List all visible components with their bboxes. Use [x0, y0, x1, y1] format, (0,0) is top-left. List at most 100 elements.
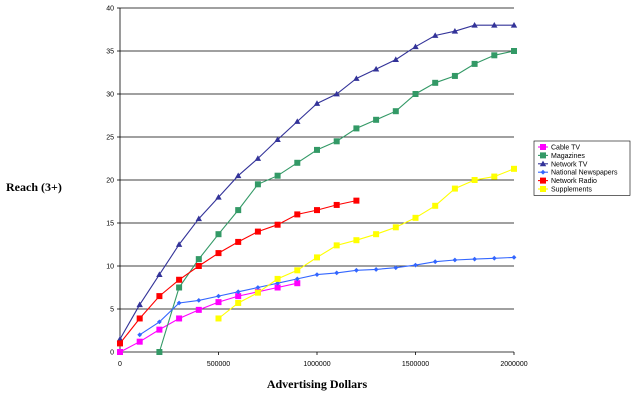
- legend-item: Cable TV: [538, 144, 580, 152]
- data-point: [472, 256, 477, 262]
- series-magazines: [156, 48, 517, 355]
- legend-box: [533, 140, 631, 196]
- data-point: [176, 276, 183, 283]
- data-point: [195, 256, 202, 263]
- data-point: [294, 211, 301, 218]
- data-point: [274, 221, 281, 228]
- data-point: [354, 267, 359, 273]
- data-point: [511, 48, 517, 54]
- tick-labels: 0 5 10 15 20 25 30 35 40 0 500000 1000000 1500000 200…: [106, 6, 528, 369]
- y-tick-label: 35: [106, 49, 114, 56]
- series-line: [218, 168, 515, 319]
- series-network-radio: [117, 197, 360, 347]
- y-tick-label: 30: [106, 92, 114, 99]
- data-point: [471, 22, 478, 28]
- data-point: [393, 265, 399, 271]
- data-point: [136, 301, 143, 308]
- data-point: [274, 284, 281, 291]
- legend-label: National Newspapers: [551, 170, 618, 177]
- data-point: [491, 255, 497, 261]
- data-point: [392, 56, 399, 62]
- data-point: [235, 207, 242, 214]
- data-point: [215, 231, 222, 238]
- data-point: [373, 267, 379, 272]
- series-line: [119, 200, 357, 344]
- series-network-tv: [116, 22, 518, 342]
- data-point: [176, 315, 183, 322]
- data-point: [156, 326, 163, 333]
- data-point: [372, 65, 380, 72]
- series-line: [139, 256, 515, 336]
- data-point: [353, 197, 360, 204]
- data-point: [117, 340, 123, 347]
- data-point: [216, 293, 221, 299]
- axes: [117, 7, 515, 355]
- data-point: [254, 155, 262, 161]
- data-point: [195, 263, 202, 269]
- data-point: [333, 201, 340, 208]
- legend-item: Magazines: [538, 152, 585, 160]
- data-point: [274, 172, 281, 179]
- data-point: [215, 250, 222, 257]
- series-national-newspapers: [137, 255, 517, 338]
- data-point: [432, 79, 439, 86]
- data-point: [491, 52, 498, 59]
- data-point: [540, 169, 546, 175]
- data-point: [196, 298, 202, 303]
- data-point: [451, 72, 458, 79]
- series-cable-tv: [117, 280, 301, 355]
- legend-label: Cable TV: [551, 145, 580, 152]
- y-tick-label: 0: [110, 350, 114, 357]
- data-point: [235, 289, 241, 295]
- data-point: [314, 254, 320, 261]
- data-point: [432, 202, 439, 209]
- data-point: [255, 285, 261, 290]
- data-point: [254, 289, 261, 296]
- data-point: [294, 159, 301, 166]
- legend-label: Supplements: [551, 187, 592, 194]
- data-point: [491, 22, 498, 28]
- data-point: [314, 146, 320, 153]
- data-point: [275, 280, 280, 286]
- data-point: [156, 349, 163, 355]
- data-point: [392, 108, 399, 115]
- x-tick-label: 500000: [207, 361, 230, 368]
- data-point: [353, 75, 360, 81]
- series-line: [119, 282, 298, 353]
- data-point: [294, 276, 300, 282]
- data-point: [412, 91, 419, 97]
- data-point: [451, 185, 458, 192]
- data-point: [235, 238, 242, 245]
- data-point: [195, 306, 202, 313]
- data-point: [334, 270, 340, 276]
- data-point: [432, 259, 438, 265]
- y-tick-label: 10: [106, 264, 114, 271]
- data-point: [313, 100, 321, 106]
- data-point: [294, 118, 301, 124]
- data-point: [117, 349, 123, 355]
- data-point: [510, 22, 518, 28]
- data-point: [511, 255, 517, 260]
- data-point: [511, 165, 517, 172]
- data-point: [156, 293, 163, 300]
- data-point: [540, 177, 546, 184]
- data-point: [137, 332, 143, 338]
- data-point: [392, 224, 399, 231]
- data-point: [294, 267, 301, 274]
- y-tick-label: 25: [106, 135, 114, 142]
- data-point: [175, 241, 183, 247]
- data-point: [176, 300, 182, 306]
- data-point: [539, 160, 547, 167]
- data-point: [195, 215, 202, 222]
- data-point: [491, 173, 498, 180]
- data-point: [274, 136, 281, 142]
- data-point: [235, 299, 242, 306]
- data-point: [157, 319, 162, 325]
- gridlines: [120, 7, 514, 310]
- data-point: [235, 293, 242, 300]
- data-point: [176, 284, 183, 291]
- series-supplements: [215, 165, 517, 322]
- y-tick-label: 40: [106, 6, 114, 13]
- data-point: [254, 228, 261, 235]
- data-point: [274, 275, 281, 282]
